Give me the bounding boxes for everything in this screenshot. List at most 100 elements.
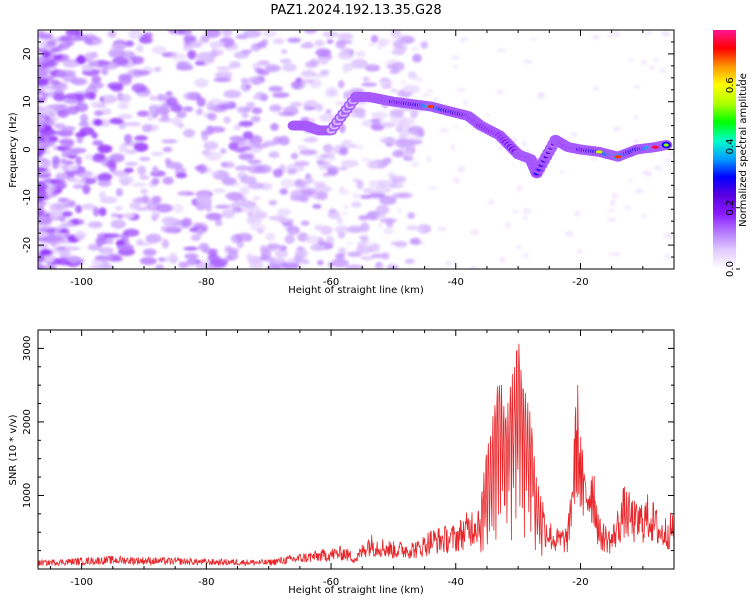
spectrogram-cell [56, 109, 70, 118]
spectrogram-cell [325, 235, 335, 245]
spectrogram-cell [210, 171, 219, 177]
spectrogram-cell [360, 255, 375, 261]
spectrogram-cell [236, 106, 246, 114]
spectrogram-cell [49, 202, 63, 212]
spectrogram-cell [522, 140, 527, 147]
spectrogram-cell [366, 211, 380, 221]
spectrogram-cell [336, 217, 344, 224]
spectrogram-cell [92, 140, 104, 146]
snr-x-label: Height of straight line (km) [288, 585, 424, 596]
spectrogram-cell [240, 49, 253, 54]
spectrogram-cell [229, 61, 241, 69]
spectrogram-cell [247, 159, 262, 164]
ridge-peak [427, 104, 435, 109]
spectrogram-cell [322, 172, 331, 177]
spectrogram-cell [49, 79, 61, 86]
spectrogram-cell [110, 213, 120, 218]
spectrogram-cell [149, 95, 159, 101]
spectrogram-cell [38, 230, 49, 238]
spectrogram-cell [379, 118, 386, 124]
spectrogram-cell [58, 249, 71, 259]
spectrogram-cell [91, 132, 98, 139]
spectrogram-cell [223, 89, 242, 99]
spectrogram-cell [164, 158, 172, 165]
spectrogram-cell [231, 207, 242, 213]
spectrogram-cell [402, 37, 414, 45]
spectrogram-cell [172, 203, 184, 214]
spectrogram-cell [38, 197, 44, 203]
spectrogram-cell [166, 97, 178, 106]
spectrogram-cell [359, 235, 369, 241]
spectrogram-cell [221, 209, 235, 219]
spectrogram-cell [387, 264, 399, 269]
spectrogram-cell [371, 111, 388, 119]
spectrogram-cell [82, 184, 91, 195]
spectrogram-cell [241, 112, 249, 119]
spectrogram-cell [38, 67, 49, 78]
spectrogram-cell [576, 248, 583, 254]
spectrogram-cell [396, 182, 405, 189]
spectrogram-cell [90, 101, 102, 109]
spectrogram-cell [303, 177, 311, 185]
spectrogram-cell [53, 93, 67, 102]
spectrogram-cell [420, 41, 429, 49]
spectrogram-cell [117, 102, 130, 110]
spectrogram-field [38, 30, 674, 269]
spectrogram-cell [124, 122, 142, 127]
spectrogram-cell [370, 123, 385, 131]
x-tick-label: -100 [70, 277, 93, 288]
spectrogram-cell [405, 152, 413, 159]
spectrogram-cell [641, 213, 646, 220]
spectrogram-cell [240, 176, 257, 184]
spectrogram-cell [400, 79, 406, 85]
spectrogram-cell [43, 253, 55, 263]
spectrogram-cell [392, 150, 404, 158]
spectrogram-cell [370, 35, 379, 43]
spectrogram-cell [38, 264, 45, 269]
spectrogram-cell [380, 252, 390, 260]
spectrogram-cell [225, 254, 233, 262]
spectrogram-cell [239, 185, 250, 196]
spectrogram-cell [164, 226, 179, 234]
spectrogram-x-label: Height of straight line (km) [288, 285, 424, 296]
spectrogram-cell [128, 30, 143, 39]
spectrogram-cell [169, 52, 187, 61]
spectrogram-cell [229, 135, 245, 142]
spectrogram-cell [114, 205, 123, 211]
spectrogram-cell [52, 54, 64, 60]
spectrogram-cell [341, 139, 353, 150]
spectrogram-cell [668, 152, 674, 157]
spectrogram-cell [205, 30, 221, 38]
spectrogram-cell [44, 44, 59, 52]
spectrogram-cell [130, 182, 148, 187]
spectrogram-cell [404, 258, 416, 264]
spectrogram-cell [55, 174, 69, 180]
spectrogram-cell [134, 135, 148, 142]
spectrogram-cell [381, 83, 389, 90]
spectrogram-cell [151, 177, 160, 185]
spectrogram-cell [62, 144, 73, 151]
spectrogram-cell [611, 193, 619, 199]
spectrogram-cell [653, 165, 663, 171]
spectrogram-cell [216, 127, 224, 133]
spectrogram-cell [97, 174, 105, 181]
spectrogram-cell [86, 53, 97, 60]
spectrogram-cell [240, 200, 257, 208]
spectrogram-cell [268, 151, 280, 159]
spectrogram-cell [175, 172, 188, 179]
spectrogram-cell [75, 204, 83, 214]
spectrogram-cell [360, 157, 371, 162]
spectrogram-cell [194, 52, 212, 63]
spectrogram-cell [132, 56, 145, 65]
spectrogram-cell [265, 64, 281, 73]
spectrogram-cell [360, 222, 370, 233]
colorbar-fill [713, 30, 736, 269]
spectrogram-cell [118, 144, 128, 153]
colorbar-tick-label: 0.6 [725, 77, 736, 93]
spectrogram-cell [342, 67, 349, 74]
spectrogram-cell [316, 57, 330, 65]
spectrogram-cell [80, 113, 88, 124]
spectrogram-cell [614, 251, 621, 257]
spectrogram-cell [197, 164, 208, 174]
spectrogram-cell [110, 219, 127, 229]
